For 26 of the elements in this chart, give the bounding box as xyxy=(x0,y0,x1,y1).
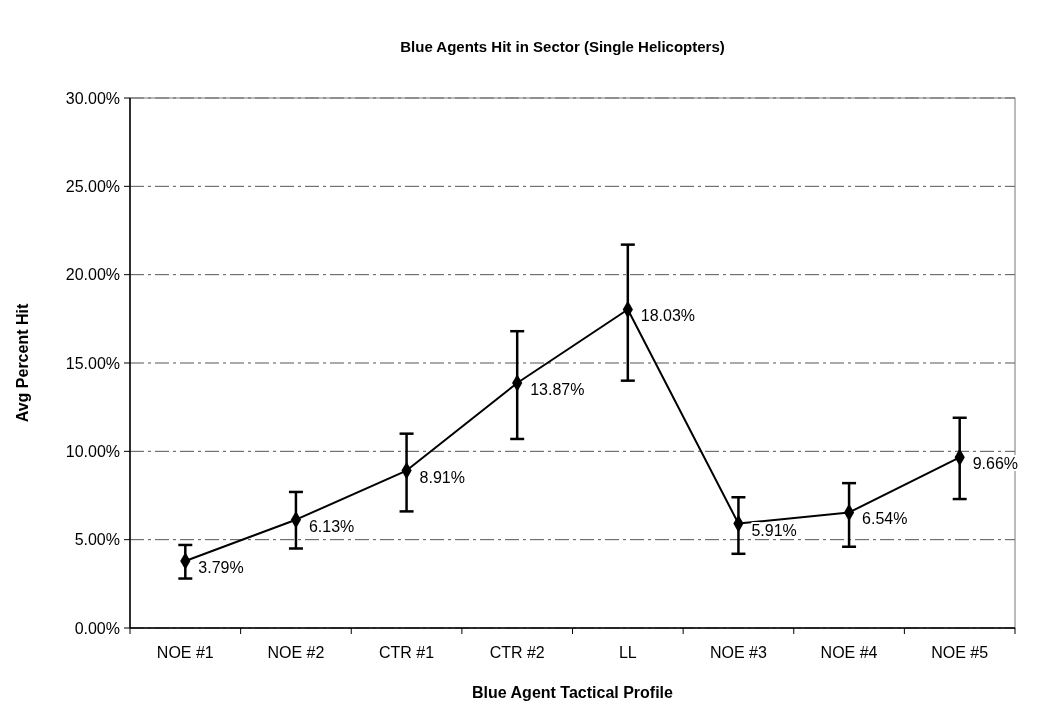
data-label: 3.79% xyxy=(198,559,244,577)
x-tick-label: CTR #1 xyxy=(379,644,435,661)
x-tick-label: NOE #5 xyxy=(931,644,989,661)
x-axis-title: Blue Agent Tactical Profile xyxy=(472,684,674,701)
y-tick-label: 10.00% xyxy=(65,442,120,460)
data-label: 18.03% xyxy=(640,307,696,325)
x-tick-label: NOE #3 xyxy=(709,644,767,661)
y-tick-label: 25.00% xyxy=(65,177,120,195)
data-label: 8.91% xyxy=(419,468,465,486)
x-tick-label: CTR #2 xyxy=(489,644,545,661)
x-tick-label: NOE #1 xyxy=(156,644,214,661)
data-label: 9.66% xyxy=(972,455,1019,473)
y-tick-label: 0.00% xyxy=(74,619,120,637)
data-label: 6.13% xyxy=(308,517,355,535)
chart-title: Blue Agents Hit in Sector (Single Helicopters) xyxy=(400,38,725,55)
y-tick-label: 5.00% xyxy=(74,531,120,549)
y-tick-label: 20.00% xyxy=(65,266,120,284)
y-tick-label: 15.00% xyxy=(65,354,120,372)
data-label: 13.87% xyxy=(530,380,585,398)
y-tick-label: 30.00% xyxy=(65,89,120,107)
data-label: 5.91% xyxy=(751,521,797,539)
x-tick-label: LL xyxy=(618,644,637,661)
x-tick-label: NOE #2 xyxy=(267,644,325,661)
y-axis-title: Avg Percent Hit xyxy=(14,303,31,423)
data-label: 6.54% xyxy=(862,510,908,528)
x-tick-label: NOE #4 xyxy=(820,644,878,661)
